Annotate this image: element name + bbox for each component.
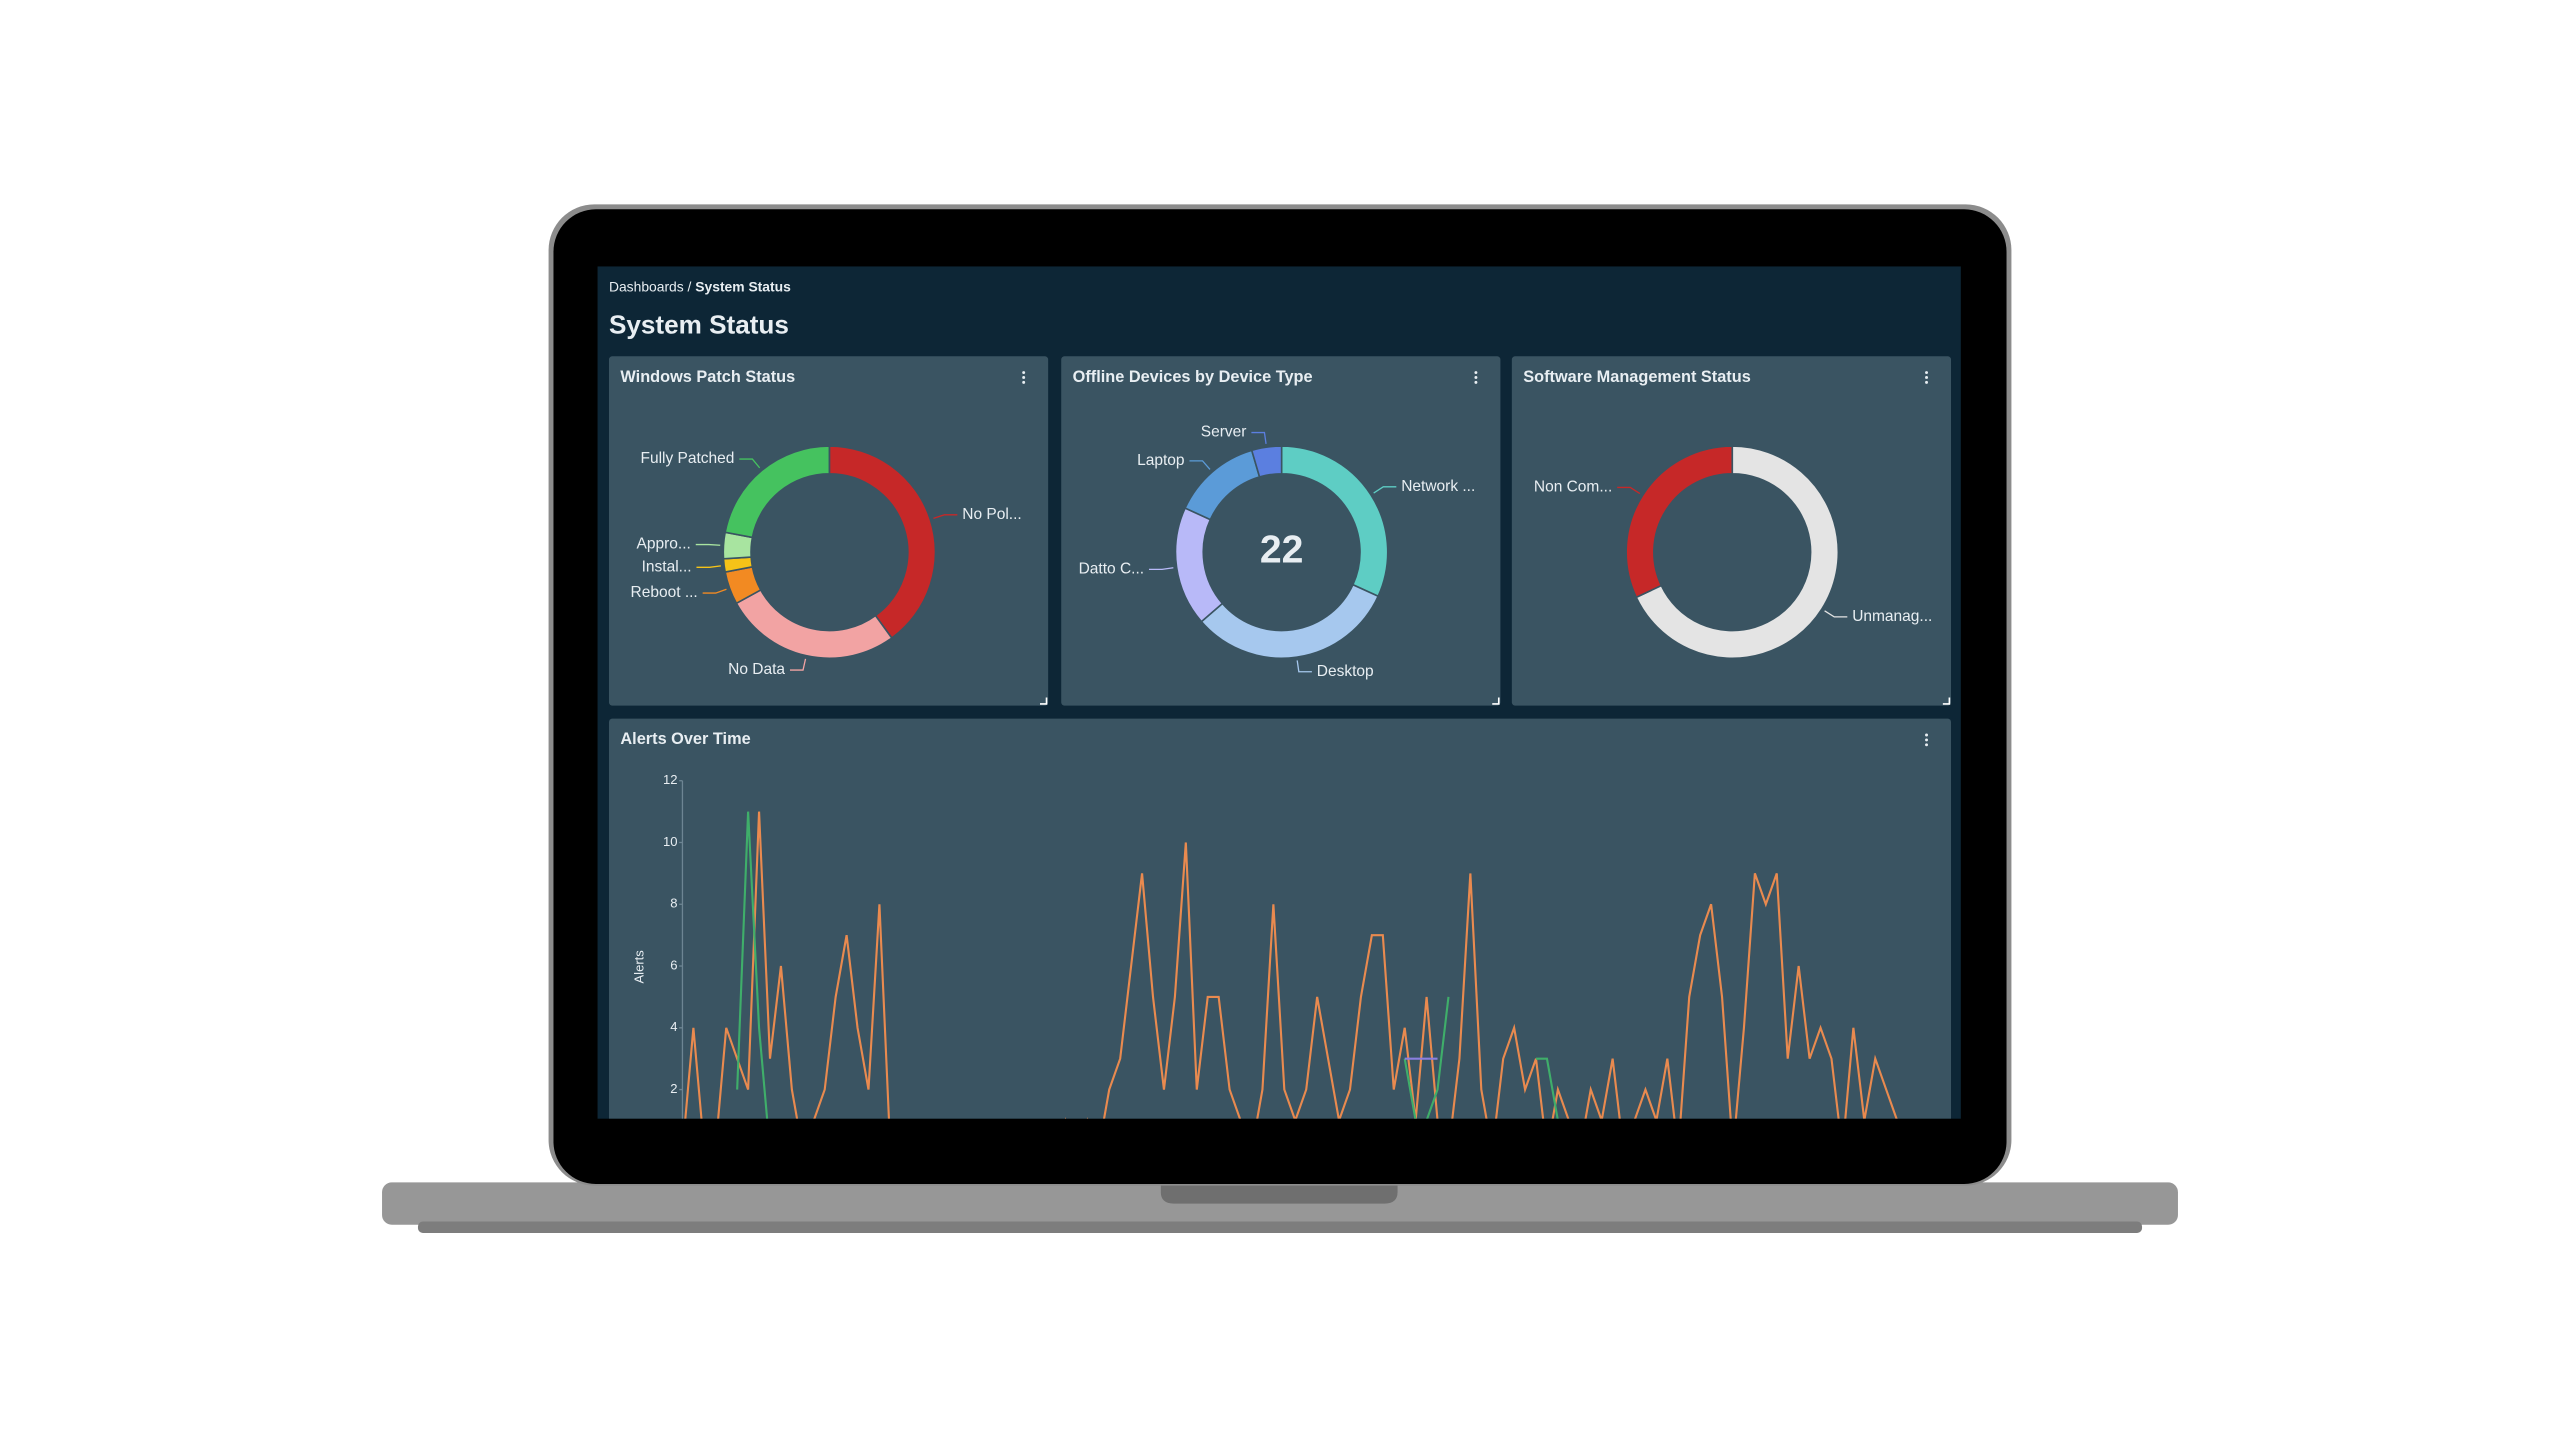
panel-title: Windows Patch Status [620,368,795,386]
segment-label: Desktop [1317,663,1374,680]
panel-menu-dot[interactable] [1022,375,1026,379]
panel-menu-dot[interactable] [1925,733,1928,737]
label-leader [1824,610,1848,618]
panel-title: Alerts Over Time [620,730,750,748]
panel-menu-dot[interactable] [1474,371,1478,375]
donut-total: 22 [1260,528,1304,571]
panel [1061,356,1501,706]
y-tick-label: 10 [663,834,678,849]
segment-label: Fully Patched [640,450,734,467]
segment-label: Network ... [1401,478,1475,495]
y-tick-label: 6 [670,957,677,972]
laptop-base-shadow [417,1221,2143,1233]
breadcrumb-link[interactable]: Dashboards [609,278,684,294]
panel-menu-dot[interactable] [1022,371,1026,375]
label-leader [1373,486,1397,494]
label-leader [695,543,721,546]
y-tick-label: 8 [670,896,677,911]
resize-handle [1492,697,1500,705]
segment-label: Unmanag... [1852,608,1932,625]
label-leader [702,588,727,594]
segment-label: Laptop [1137,452,1184,469]
label-leader [696,565,721,568]
resize-handle [1040,697,1048,705]
label-leader [1617,486,1641,495]
label-leader [1189,460,1211,470]
label-leader [1296,660,1312,673]
breadcrumb-separator: / [688,278,692,294]
segment-label: Instal... [642,558,692,575]
dashboard: Windows Patch Status No Pol... No Data Rebo… [608,356,1952,1119]
donut-segment [828,445,937,640]
y-tick-label: 2 [670,1081,677,1096]
segment-label: No Pol... [962,506,1021,523]
panel [608,718,1952,1119]
donut-segment [1625,445,1734,599]
alert-line [736,811,1559,1119]
panel-menu-dot[interactable] [1022,380,1026,384]
label-leader [933,514,958,519]
segment-label: Appro... [637,536,691,553]
resize-handle [1942,697,1951,705]
label-leader [789,658,807,671]
panel-title: Offline Devices by Device Type [1073,368,1313,386]
laptop-notch [1160,1182,1398,1204]
panel-menu-dot[interactable] [1925,738,1928,742]
breadcrumb: Dashboards / System Status [609,278,791,294]
donut-segment [1250,445,1283,478]
segment-label: Server [1201,424,1247,441]
donut-segment [1635,445,1840,660]
panel-menu-dot[interactable] [1925,371,1928,375]
panel-title: Software Management Status [1523,368,1751,386]
alert-line [684,811,1898,1119]
segment-label: Non Com... [1534,479,1612,496]
panel-menu-dot[interactable] [1474,380,1478,384]
segment-label: No Data [728,661,785,678]
panel [608,356,1049,706]
y-tick-label: 4 [670,1019,677,1034]
segment-label: Datto C... [1079,560,1144,577]
label-leader [739,458,761,469]
panel-menu-dot[interactable] [1925,743,1928,747]
panel-menu-dot[interactable] [1474,375,1478,379]
segment-label: Reboot ... [631,584,698,601]
breadcrumb-current: System Status [695,278,791,294]
y-tick-label: 12 [663,772,678,787]
donut-segment [724,445,831,539]
panel-menu-dot[interactable] [1925,380,1928,384]
panel-menu-dot[interactable] [1925,375,1928,379]
y-axis-label: Alerts [631,950,646,984]
page-title: System Status [609,310,789,340]
label-leader [1251,431,1267,444]
panel [1511,356,1952,706]
label-leader [1148,567,1174,570]
